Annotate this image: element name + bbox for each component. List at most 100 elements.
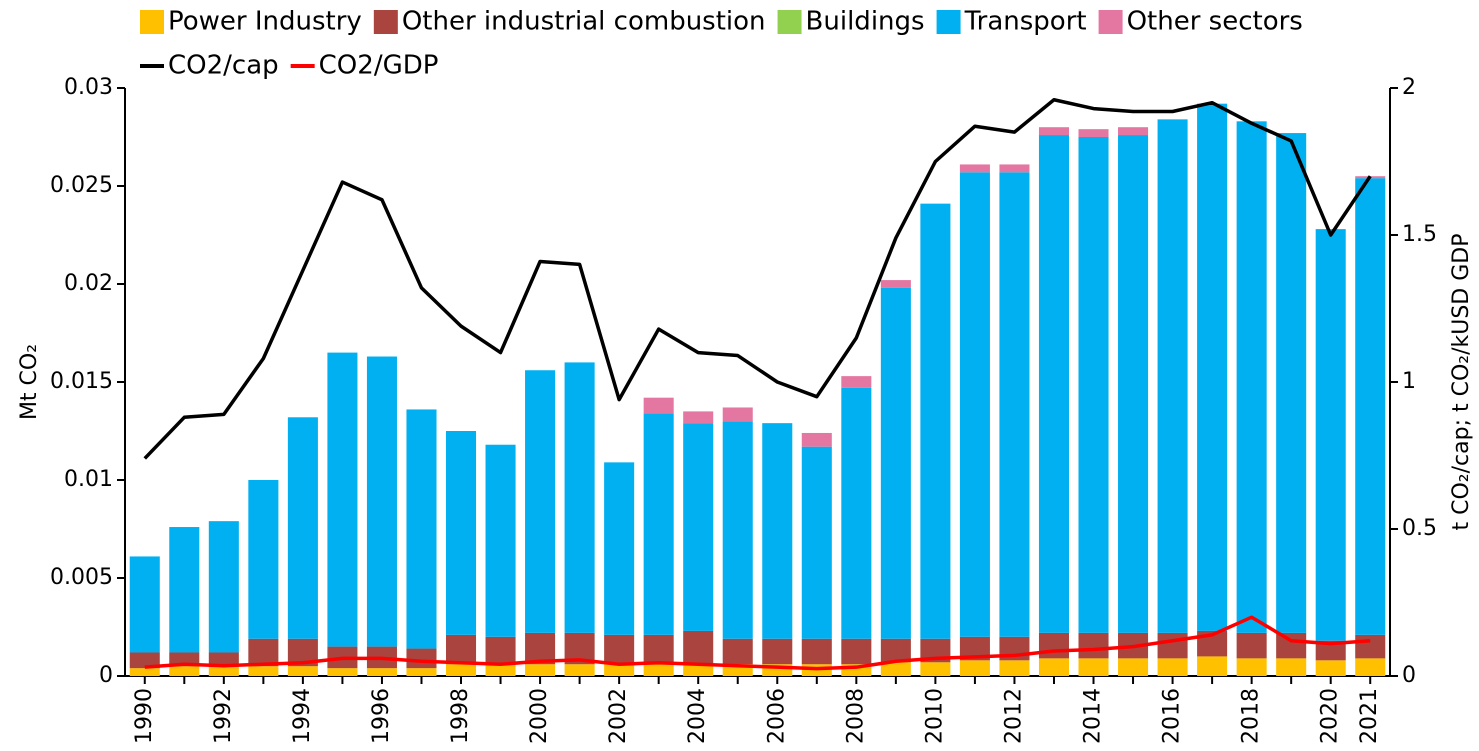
bar-segment (959, 636, 990, 661)
y-tick-label: 0.01 (64, 467, 113, 492)
bar-segment (722, 421, 753, 639)
bar-segment (959, 660, 990, 676)
bar-segment (208, 666, 239, 676)
bar-segment (445, 664, 477, 676)
bar-segment (129, 652, 160, 669)
bar-segment (1078, 658, 1109, 676)
legend-swatch (777, 10, 802, 34)
bar-segment (1197, 103, 1228, 631)
bar-segment (1157, 119, 1188, 633)
bar-segment (920, 662, 951, 676)
bar-segment (841, 376, 872, 388)
bar-segment (208, 521, 239, 653)
bar-segment (683, 664, 714, 676)
x-tick-label: 1994 (290, 688, 315, 744)
bar-segment (1118, 658, 1149, 676)
legend-swatch (140, 10, 164, 34)
x-tick-label: 1992 (211, 688, 236, 744)
y-tick-label: 0 (99, 663, 113, 688)
line-series (144, 615, 1371, 671)
bar-segment (525, 664, 556, 676)
legend-swatch (936, 10, 961, 34)
legend-label: CO2/GDP (319, 51, 439, 81)
line-series (143, 98, 1372, 460)
bar-segment (485, 636, 516, 665)
bar-segment (208, 652, 239, 667)
y2-tick-label: 0.5 (1402, 516, 1437, 541)
bar-segment (1118, 135, 1149, 633)
bar-segment (722, 407, 753, 422)
bar-segment (762, 638, 793, 665)
bar-segment (683, 411, 714, 424)
bar-segment (683, 423, 714, 631)
bar-segment (762, 664, 793, 676)
bar-segment (683, 630, 714, 665)
bar-segment (525, 370, 556, 633)
legend-label: CO2/cap (168, 51, 279, 81)
x-tick-label: 2021 (1357, 688, 1382, 744)
bar-segment (1276, 658, 1307, 676)
bar-segment (169, 666, 200, 676)
legend-label: Other industrial combustion (402, 7, 766, 37)
bar-segment (841, 387, 872, 639)
x-tick-label: 2014 (1081, 688, 1106, 744)
bar-segment (169, 527, 200, 653)
x-tick-label: 2018 (1239, 688, 1264, 744)
x-tick-label: 2012 (1001, 688, 1026, 744)
bar-segment (248, 638, 279, 667)
x-tick-label: 2020 (1318, 688, 1343, 744)
y-tick-label: 0.005 (50, 565, 113, 590)
bar-segment (801, 446, 832, 639)
bar-segment (564, 664, 595, 676)
bar-segment (287, 666, 318, 676)
bar-segment (1157, 632, 1188, 659)
bar-segment (406, 668, 437, 676)
bar-segment (1078, 137, 1109, 633)
bar-segment (445, 431, 477, 635)
y2-axis-label: t CO₂/cap; t CO₂/kUSD GDP (1449, 234, 1474, 531)
bar-segment (1236, 632, 1267, 659)
bar-segment (366, 356, 397, 647)
bar-segment (722, 664, 753, 676)
y-tick-label: 0.02 (64, 271, 113, 296)
bar-segment (959, 164, 990, 173)
bar-segment (880, 280, 911, 288)
bar-segment (841, 664, 872, 676)
x-tick-label: 2016 (1160, 688, 1185, 744)
bar-segment (287, 417, 318, 639)
x-tick-label: 1998 (448, 688, 473, 744)
bar-segment (327, 352, 358, 647)
bar-segment (920, 203, 951, 639)
bar-segment (1315, 660, 1346, 676)
bar-segment (1157, 658, 1188, 676)
bar-segment (248, 480, 279, 639)
bar-segment (722, 638, 753, 665)
y-axis-label: Mt CO₂ (17, 344, 42, 420)
legend-label: Transport (964, 7, 1087, 37)
bar-segment (643, 634, 674, 665)
y2-tick-label: 1.5 (1402, 222, 1437, 247)
legend-swatch (1098, 10, 1123, 34)
bar-segment (406, 648, 437, 669)
x-tick-label: 2010 (922, 688, 947, 744)
legend-label: Power Industry (168, 7, 362, 37)
bar-segment (880, 287, 911, 639)
bar-segment (406, 409, 437, 649)
bar-segment (1118, 127, 1149, 136)
y2-tick-label: 1 (1402, 369, 1416, 394)
bar-segment (485, 664, 516, 676)
y-tick-label: 0.03 (64, 75, 113, 100)
bar-segment (1276, 632, 1307, 659)
bar-segment (643, 397, 674, 414)
y-tick-label: 0.015 (50, 369, 113, 394)
x-tick-label: 2000 (527, 688, 552, 744)
bar-segment (999, 660, 1030, 676)
bar-segment (366, 668, 397, 676)
bar-segment (1038, 632, 1070, 659)
bar-segment (999, 172, 1030, 637)
bar-segment (1078, 129, 1109, 137)
bar-segment (485, 444, 516, 637)
bar-segment (1236, 658, 1267, 676)
bar-segment (604, 462, 635, 635)
